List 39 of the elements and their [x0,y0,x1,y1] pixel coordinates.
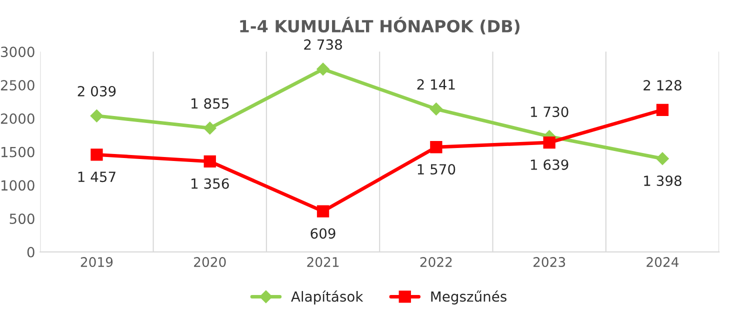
point [204,155,216,168]
data-label: 1 639 [530,159,568,170]
y-tick-label: 2500 [0,80,34,91]
point [430,102,443,116]
data-label: 1 570 [418,164,456,175]
point [430,141,442,154]
point [203,122,216,135]
legend-label: Megszűnés [431,290,506,304]
data-label: 1 855 [192,98,229,109]
data-label: 2 128 [644,80,682,91]
y-tick-label: 0 [27,246,34,258]
x-tick-label: 2022 [420,257,452,268]
y-tick-label: 2000 [0,113,34,124]
point [90,148,103,161]
point [543,136,556,149]
legend-label: Alapítások [291,290,364,304]
x-tick-label: 2024 [646,257,679,268]
point [316,205,330,218]
point [90,109,104,122]
x-tick-label: 2021 [307,257,339,268]
y-tick-label: 500 [10,214,34,224]
data-label: 2 738 [304,39,342,50]
chart-title: 1-4 KUMULÁLT HÓNAPOK (DB) [240,16,520,34]
y-tick-label: 1500 [1,146,34,158]
y-tick-label: 3000 [1,46,34,58]
data-label: 1 398 [644,176,682,186]
data-label: 2 141 [417,79,455,90]
point [656,104,669,116]
x-tick-label: 2023 [534,257,566,268]
data-label: 1 457 [78,172,116,182]
point [316,62,330,76]
point [656,152,669,166]
data-label: 2 039 [78,86,116,96]
x-tick-label: 2020 [194,257,226,268]
x-tick-label: 2019 [80,257,113,268]
data-label: 1 730 [530,106,568,118]
data-label: 609 [310,228,336,239]
data-label: 1 356 [192,178,229,189]
y-tick-label: 1000 [1,180,34,191]
